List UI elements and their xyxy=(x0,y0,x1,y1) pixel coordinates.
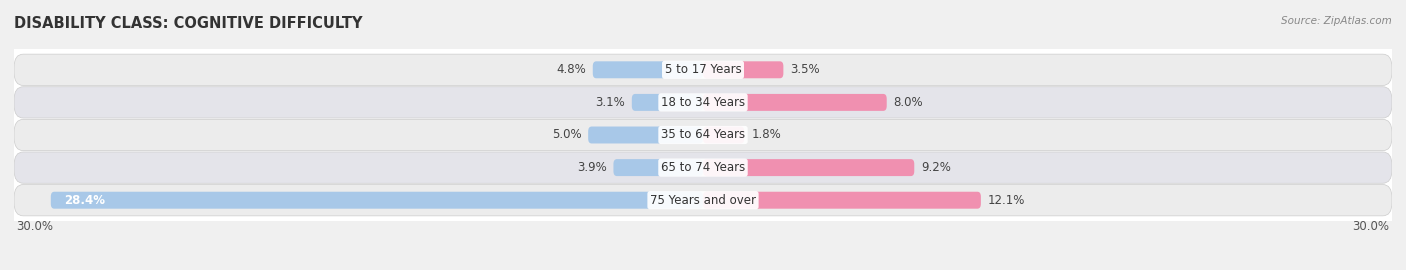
FancyBboxPatch shape xyxy=(631,94,703,111)
Text: 9.2%: 9.2% xyxy=(921,161,950,174)
FancyBboxPatch shape xyxy=(14,119,1392,151)
Text: 3.1%: 3.1% xyxy=(595,96,624,109)
Text: 12.1%: 12.1% xyxy=(988,194,1025,207)
FancyBboxPatch shape xyxy=(14,54,1392,85)
Text: 1.8%: 1.8% xyxy=(751,129,780,141)
Text: DISABILITY CLASS: COGNITIVE DIFFICULTY: DISABILITY CLASS: COGNITIVE DIFFICULTY xyxy=(14,16,363,31)
FancyBboxPatch shape xyxy=(703,159,914,176)
Text: 4.8%: 4.8% xyxy=(557,63,586,76)
Text: Source: ZipAtlas.com: Source: ZipAtlas.com xyxy=(1281,16,1392,26)
Text: 3.9%: 3.9% xyxy=(576,161,606,174)
FancyBboxPatch shape xyxy=(703,94,887,111)
Text: 3.5%: 3.5% xyxy=(790,63,820,76)
FancyBboxPatch shape xyxy=(593,61,703,78)
Text: 30.0%: 30.0% xyxy=(1353,220,1389,234)
Text: 5.0%: 5.0% xyxy=(551,129,581,141)
FancyBboxPatch shape xyxy=(588,127,703,143)
FancyBboxPatch shape xyxy=(703,127,744,143)
FancyBboxPatch shape xyxy=(703,192,981,209)
FancyBboxPatch shape xyxy=(703,61,783,78)
FancyBboxPatch shape xyxy=(14,87,1392,118)
Text: 35 to 64 Years: 35 to 64 Years xyxy=(661,129,745,141)
Text: 18 to 34 Years: 18 to 34 Years xyxy=(661,96,745,109)
FancyBboxPatch shape xyxy=(613,159,703,176)
FancyBboxPatch shape xyxy=(51,192,703,209)
Text: 8.0%: 8.0% xyxy=(894,96,924,109)
Text: 30.0%: 30.0% xyxy=(17,220,53,234)
Text: 5 to 17 Years: 5 to 17 Years xyxy=(665,63,741,76)
FancyBboxPatch shape xyxy=(14,185,1392,216)
FancyBboxPatch shape xyxy=(14,152,1392,183)
Text: 75 Years and over: 75 Years and over xyxy=(650,194,756,207)
Text: 28.4%: 28.4% xyxy=(65,194,105,207)
Text: 65 to 74 Years: 65 to 74 Years xyxy=(661,161,745,174)
